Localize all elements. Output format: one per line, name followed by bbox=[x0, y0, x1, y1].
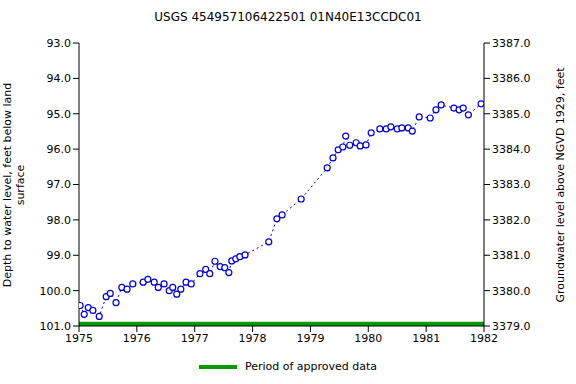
svg-text:100.0: 100.0 bbox=[40, 285, 72, 298]
html-text:USGS 454957106422501 01N40E13C: USGS 454957106422501 01N40E13CCDC01 bbox=[154, 10, 422, 24]
svg-text:1979: 1979 bbox=[296, 332, 324, 345]
svg-text:1978: 1978 bbox=[239, 332, 267, 345]
svg-text:3383.0: 3383.0 bbox=[492, 178, 531, 191]
svg-text:95.0: 95.0 bbox=[47, 108, 72, 121]
svg-text:3381.0: 3381.0 bbox=[492, 249, 531, 262]
svg-text:1980: 1980 bbox=[354, 332, 382, 345]
svg-text:3384.0: 3384.0 bbox=[492, 143, 531, 156]
svg-text:1977: 1977 bbox=[181, 332, 209, 345]
svg-text:98.0: 98.0 bbox=[47, 214, 72, 227]
svg-text:96.0: 96.0 bbox=[47, 143, 72, 156]
html-text:surface: surface bbox=[14, 164, 27, 206]
svg-text:3387.0: 3387.0 bbox=[492, 37, 531, 50]
svg-text:3382.0: 3382.0 bbox=[492, 214, 531, 227]
svg-text:3385.0: 3385.0 bbox=[492, 108, 531, 121]
svg-text:94.0: 94.0 bbox=[47, 72, 72, 85]
svg-text:99.0: 99.0 bbox=[47, 249, 72, 262]
svg-text:1976: 1976 bbox=[123, 332, 151, 345]
svg-text:3380.0: 3380.0 bbox=[492, 285, 531, 298]
svg-text:97.0: 97.0 bbox=[47, 178, 72, 191]
html-text:Period of approved data: Period of approved data bbox=[244, 360, 378, 373]
html-text:Depth to water level, feet bel: Depth to water level, feet below land bbox=[1, 82, 14, 288]
svg-text:3379.0: 3379.0 bbox=[492, 320, 531, 333]
svg-text:1981: 1981 bbox=[412, 332, 440, 345]
svg-text:1975: 1975 bbox=[65, 332, 93, 345]
svg-text:1982: 1982 bbox=[470, 332, 498, 345]
html-text:Groundwater level above NGVD 1: Groundwater level above NGVD 1929, feet bbox=[553, 67, 567, 303]
svg-text:101.0: 101.0 bbox=[40, 320, 72, 333]
svg-text:3386.0: 3386.0 bbox=[492, 72, 531, 85]
svg-text:93.0: 93.0 bbox=[47, 37, 72, 50]
